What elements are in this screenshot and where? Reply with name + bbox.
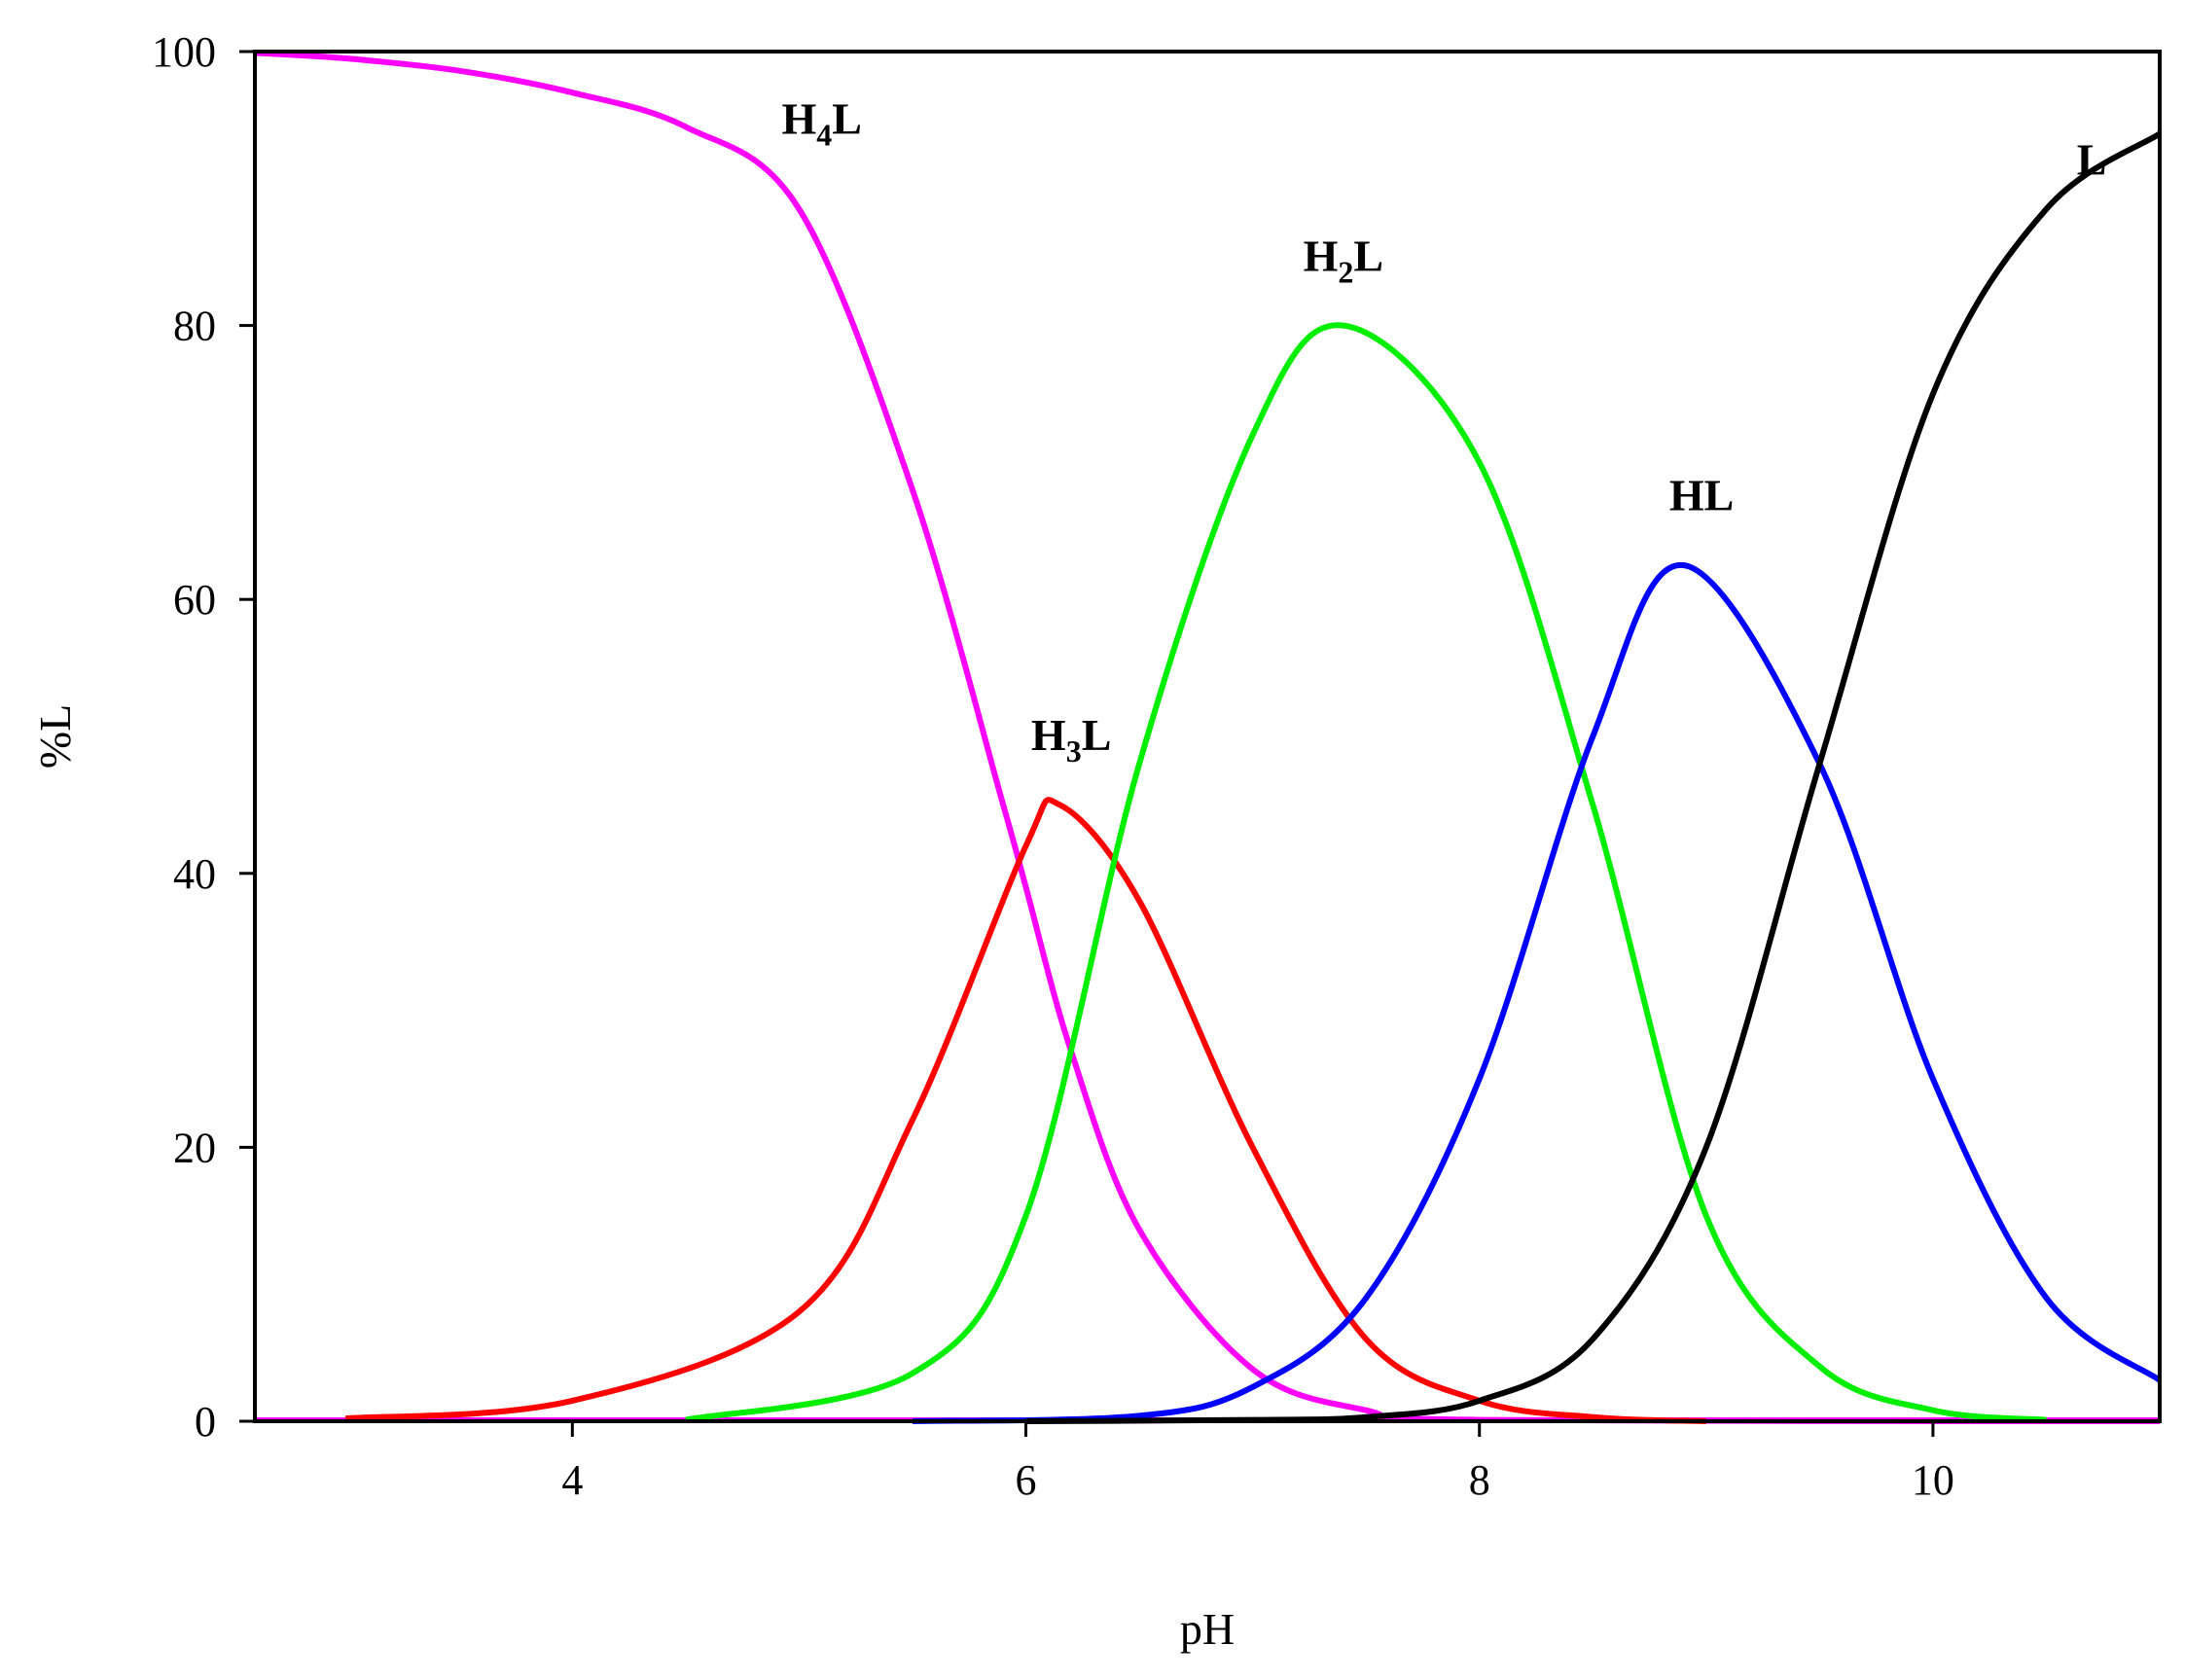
x-tick-label: 10 [1912, 1456, 1954, 1504]
y-axis-label: %L [30, 704, 80, 769]
y-tick-label: 0 [195, 1398, 216, 1446]
series-line-h3l [344, 797, 1706, 1424]
x-tick-label: 8 [1469, 1456, 1490, 1504]
plot-frame [253, 50, 2162, 1423]
x-tick-label: 4 [561, 1456, 583, 1504]
x-tick-label: 6 [1016, 1456, 1037, 1504]
series-line-h4l [254, 50, 2161, 1424]
series-labels-layer: H4L H3L H2L HL L [782, 93, 2107, 769]
x-axis-label: pH [1180, 1604, 1235, 1654]
curves-layer [254, 50, 2162, 1424]
y-tick-label: 20 [173, 1124, 216, 1171]
series-label-hl: HL [1669, 471, 1734, 520]
series-label-h3l: H3L [1031, 710, 1111, 769]
series-label-l: L [2077, 135, 2107, 185]
series-label-h4l: H4L [782, 93, 862, 152]
series-label-h2l: H2L [1304, 231, 1383, 289]
y-tick-label: 60 [173, 576, 216, 624]
series-line-h2l [685, 322, 2047, 1423]
y-tick-label: 40 [173, 850, 216, 898]
y-tick-label: 100 [152, 28, 216, 76]
series-line-hl [912, 561, 2162, 1424]
series-line-l [1025, 130, 2162, 1424]
y-tick-label: 80 [173, 303, 216, 350]
